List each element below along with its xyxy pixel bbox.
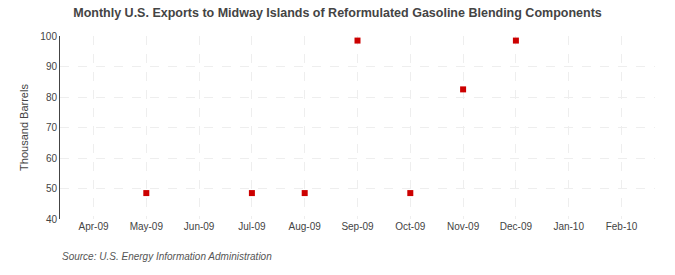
svg-text:Sep-09: Sep-09 [341,221,374,232]
svg-text:Jan-10: Jan-10 [553,221,584,232]
svg-text:Nov-09: Nov-09 [447,221,480,232]
svg-text:60: 60 [46,153,58,164]
svg-text:Source: U.S. Energy Informatio: Source: U.S. Energy Information Administ… [62,251,272,262]
svg-text:100: 100 [40,31,57,42]
svg-text:90: 90 [46,61,58,72]
svg-text:May-09: May-09 [130,221,164,232]
svg-text:70: 70 [46,122,58,133]
svg-text:Aug-09: Aug-09 [289,221,322,232]
svg-text:80: 80 [46,92,58,103]
svg-text:Jul-09: Jul-09 [238,221,266,232]
svg-text:Dec-09: Dec-09 [500,221,533,232]
svg-text:Jun-09: Jun-09 [184,221,215,232]
svg-text:Apr-09: Apr-09 [78,221,108,232]
svg-text:50: 50 [46,183,58,194]
svg-text:Thousand Barrels: Thousand Barrels [18,84,30,171]
svg-text:Oct-09: Oct-09 [395,221,425,232]
svg-text:40: 40 [46,214,58,225]
svg-text:Monthly U.S. Exports to Midway: Monthly U.S. Exports to Midway Islands o… [73,6,602,20]
svg-text:Feb-10: Feb-10 [606,221,638,232]
